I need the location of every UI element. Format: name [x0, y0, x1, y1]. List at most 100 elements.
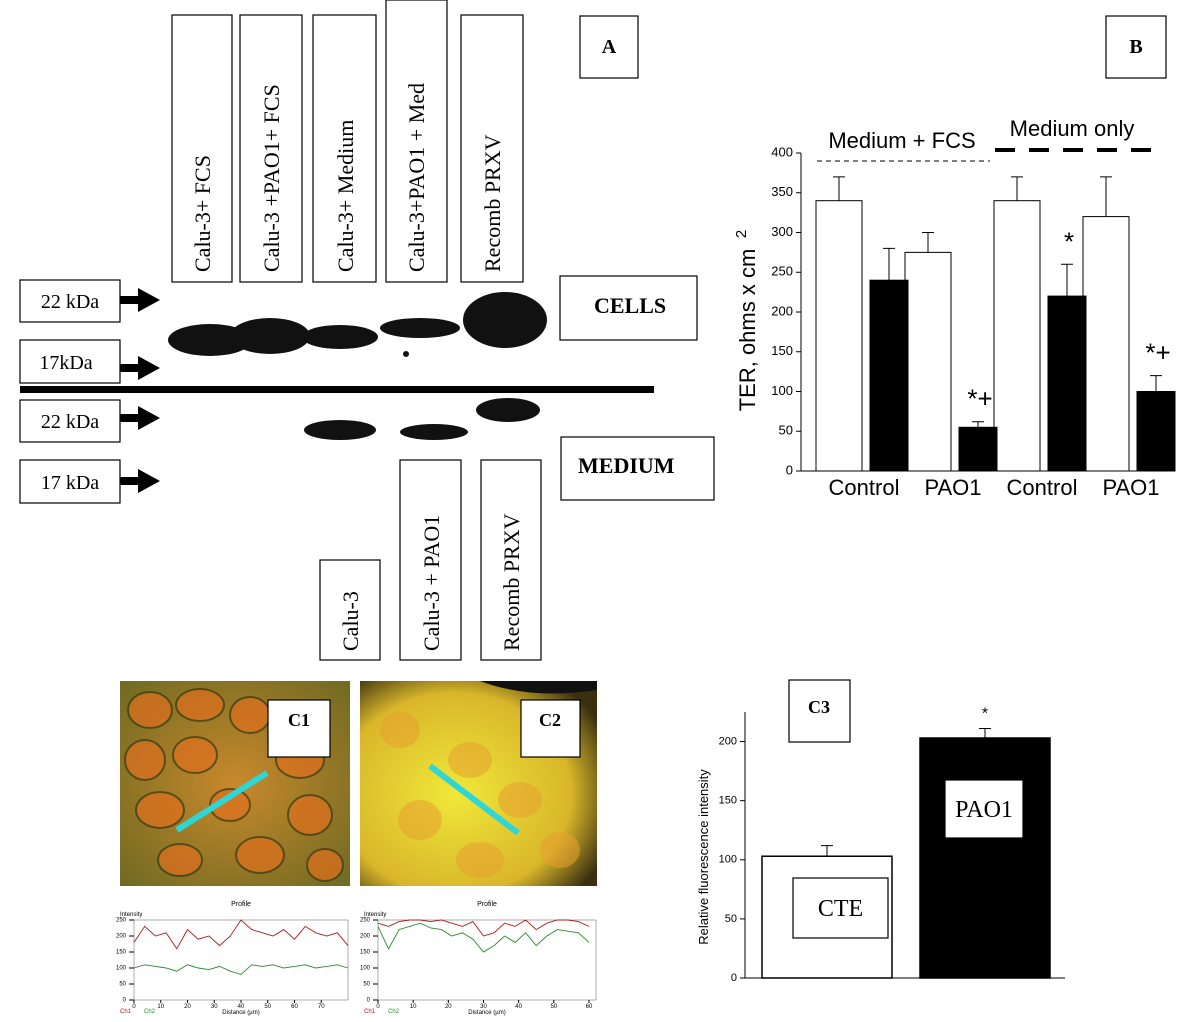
lane-label: Calu-3 + PAO1: [419, 515, 444, 651]
profile-line: [428, 763, 520, 836]
x-tick-label: 20: [184, 1004, 191, 1010]
y-tick-label: 200: [116, 934, 127, 940]
lane-box: [460, 14, 524, 283]
blot: [168, 292, 547, 440]
x-tick-label: 50: [264, 1004, 271, 1010]
legend-label: Ch1: [364, 1009, 376, 1015]
y-tick-label: 250: [116, 918, 127, 924]
marker-label: 17 kDa: [41, 472, 99, 494]
x-tick-label: PAO1: [955, 797, 1013, 823]
group-label: Medium + FCS: [828, 128, 975, 153]
x-axis-label: Distance (µm): [468, 1010, 505, 1016]
lane-label: Recomb PRXV: [499, 513, 524, 651]
dark-region: [480, 681, 597, 694]
y-tick-label: 150: [719, 795, 737, 807]
error-bar: [821, 845, 833, 857]
y-tick-label: 200: [360, 934, 371, 940]
x-tick-label: 60: [586, 1004, 593, 1010]
category-box: [792, 877, 889, 939]
fraction-label: CELLS: [594, 293, 666, 318]
x-tick-label: Control: [829, 475, 900, 500]
panel-a: A Calu-3+ FCS Calu-3 +PAO1+ FCS Calu-3+ …: [19, 0, 715, 661]
x-tick-label: 10: [157, 1004, 164, 1010]
line: [133, 919, 349, 950]
plot-frame: [377, 919, 597, 1001]
y-tick-label: 50: [363, 982, 370, 988]
marker-box: [19, 279, 121, 323]
bar: [993, 200, 1041, 472]
lane-box: [312, 14, 377, 283]
y-axis-label: Relative fluorescence intensity: [696, 769, 711, 945]
x-tick-label: 30: [211, 1004, 218, 1010]
significance: *: [1064, 226, 1074, 256]
y-tick-label: 50: [119, 982, 126, 988]
divider: [20, 386, 654, 393]
panel-label-box: [788, 679, 851, 743]
bar: [958, 426, 998, 472]
y-axis-label: Intensity: [120, 912, 142, 918]
bar: [1047, 295, 1087, 472]
panel-label-box: [1105, 15, 1167, 79]
lane-label: Calu-3+ FCS: [190, 155, 215, 272]
y-tick-label: 0: [786, 462, 793, 477]
bar: [904, 251, 952, 472]
image-label-box: [520, 699, 581, 758]
error-bar: [833, 176, 845, 201]
lane-label: Recomb PRXV: [480, 134, 505, 272]
fraction-label: MEDIUM: [578, 453, 675, 478]
image-label: C1: [288, 710, 310, 730]
significance: *+: [1145, 338, 1170, 368]
y-tick-label: 50: [779, 423, 793, 438]
error-bar: [979, 728, 991, 739]
y-tick-label: 150: [771, 343, 793, 358]
lane-box: [239, 14, 303, 283]
y-axis-label: TER, ohms x cm: [735, 249, 760, 412]
panel-label-box: [579, 15, 639, 79]
x-tick-label: PAO1: [1102, 475, 1159, 500]
lane-label: Calu-3 +PAO1+ FCS: [259, 84, 284, 272]
x-tick-label: 70: [318, 1004, 325, 1010]
y-tick-label: 100: [116, 966, 127, 972]
x-tick-label: 40: [238, 1004, 245, 1010]
marker-label: 22 kDa: [41, 291, 99, 313]
y-tick-label: 100: [719, 854, 737, 866]
y-tick-label: 350: [771, 184, 793, 199]
x-tick-label: 0: [376, 1004, 380, 1010]
line: [133, 964, 349, 975]
cells: [380, 712, 580, 878]
y-tick-label: 150: [360, 950, 371, 956]
category-box: [944, 779, 1024, 839]
image-label: C2: [539, 710, 561, 730]
y-tick-label: 100: [360, 966, 371, 972]
marker-box: [19, 459, 121, 504]
y-tick-label: 100: [771, 383, 793, 398]
lane-box: [385, 0, 448, 283]
error-bar: [972, 421, 984, 428]
y-tick-label: 50: [725, 913, 737, 925]
lane-box: [399, 459, 462, 661]
fraction-box: [560, 436, 715, 501]
y-tick-label: 300: [771, 224, 793, 239]
x-tick-label: 0: [132, 1004, 136, 1010]
lane-label: Calu-3+ Medium: [333, 120, 358, 272]
lane-box: [319, 559, 381, 661]
chart-title: Profile: [477, 901, 497, 908]
y-tick-label: 0: [731, 972, 737, 984]
x-tick-label: 50: [550, 1004, 557, 1010]
fraction-box: [559, 275, 698, 341]
y-tick-label: 250: [360, 918, 371, 924]
micrographs: C1 C2: [120, 681, 597, 886]
bar: [869, 279, 909, 472]
x-tick-label: 40: [515, 1004, 522, 1010]
image-label-box: [267, 699, 331, 758]
line: [377, 919, 590, 937]
y-tick-label: 200: [719, 735, 737, 747]
arrows: [120, 288, 160, 493]
cells: [124, 688, 344, 882]
error-bar: [1150, 375, 1162, 392]
x-axis-label: Distance (µm): [222, 1010, 259, 1016]
lane-label: Calu-3+PAO1 + Med: [404, 83, 429, 272]
error-bar: [1061, 263, 1073, 297]
legend-label: Ch1: [120, 1009, 132, 1015]
